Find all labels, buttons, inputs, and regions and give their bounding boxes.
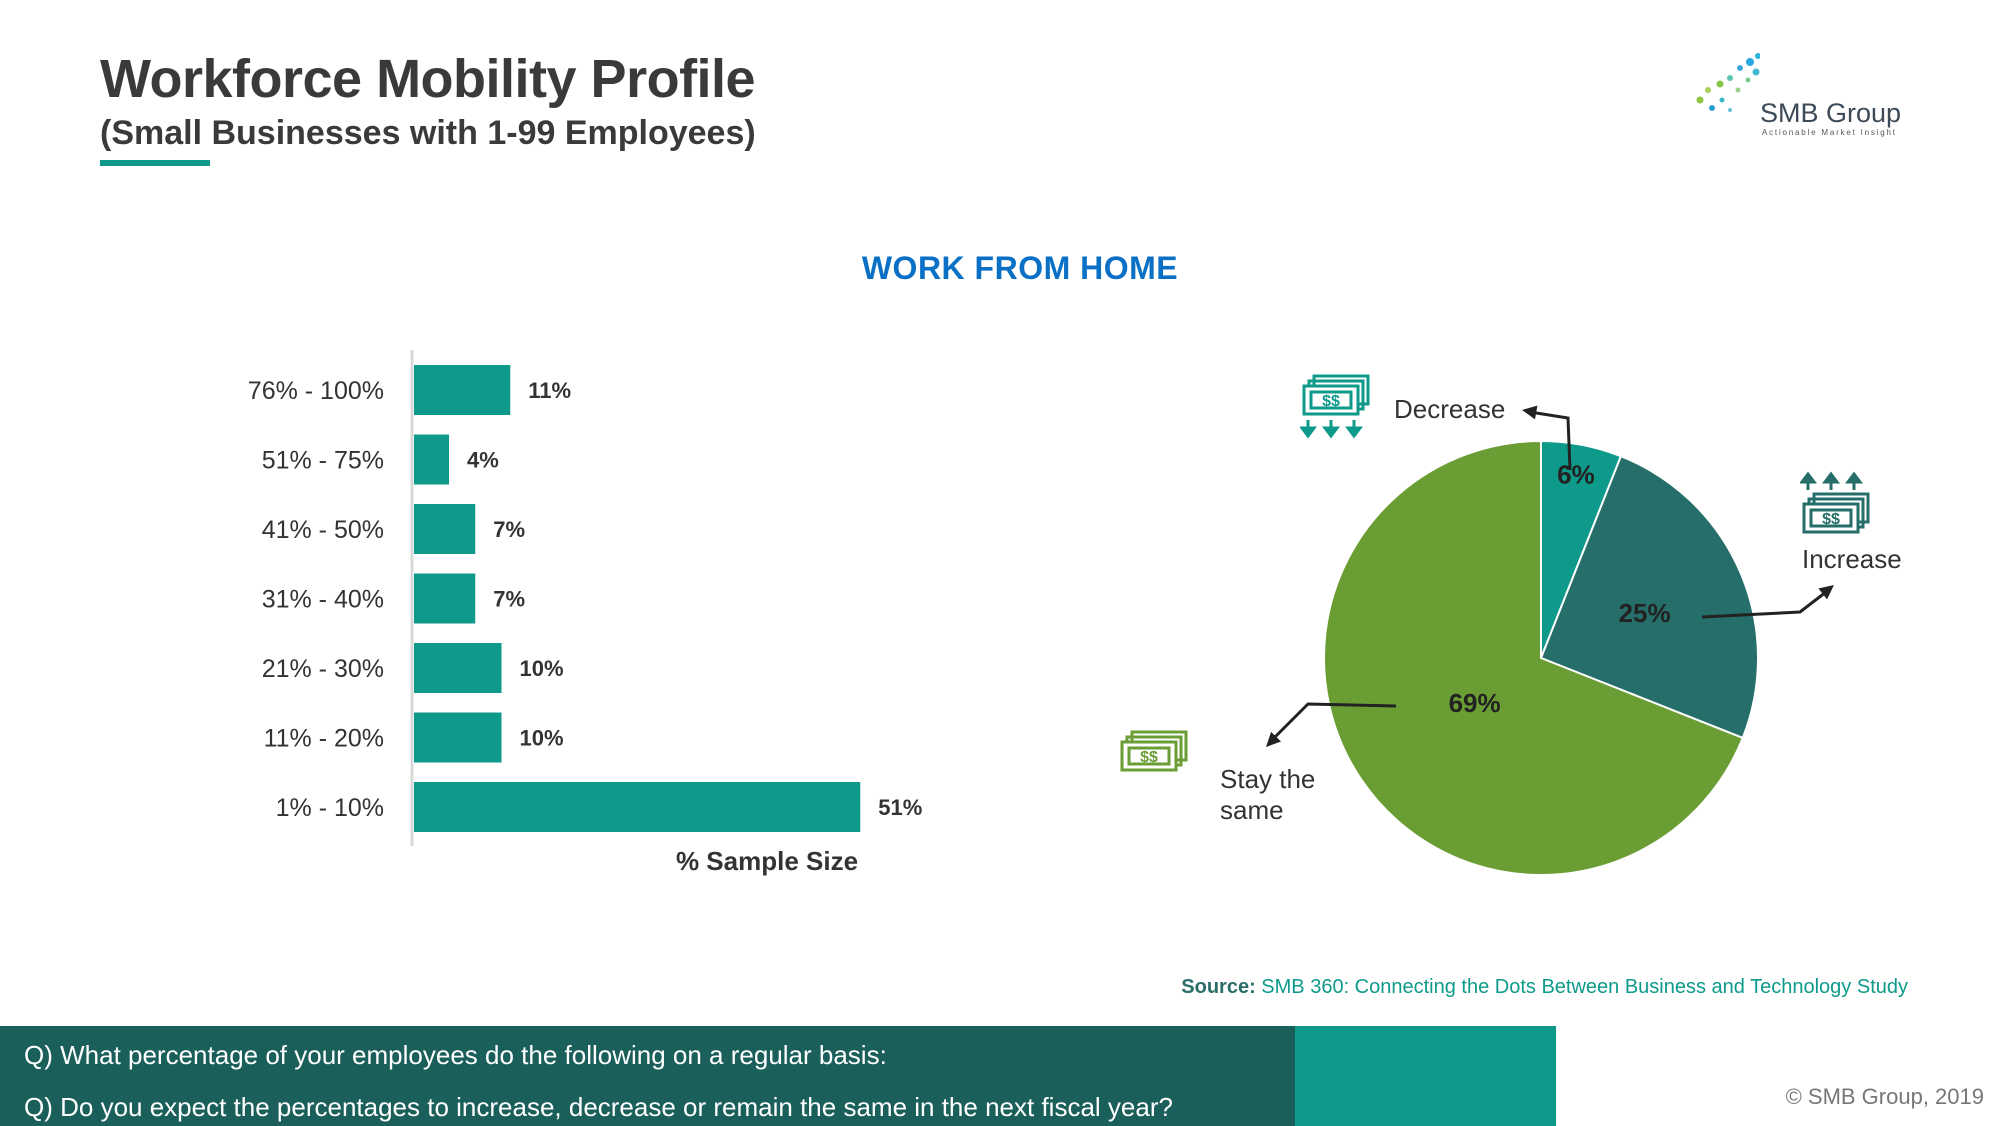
bar-value-label: 7% — [493, 517, 525, 542]
svg-text:$$: $$ — [1322, 393, 1340, 410]
pie-value-label: 6% — [1557, 460, 1595, 490]
bar — [414, 365, 511, 415]
logo-tagline: Actionable Market Insight — [1762, 128, 1897, 137]
pie-annotations: Decrease Increase Stay the same — [1220, 394, 1902, 825]
pie-category-label: Stay the same — [1220, 764, 1315, 825]
bar — [414, 573, 476, 624]
stay-leader-line — [1270, 702, 1397, 742]
bar-value-label: 11% — [528, 378, 571, 403]
pie-value-label: 25% — [1619, 598, 1671, 628]
pie-chart: 6% 25% 69% — [1323, 439, 1759, 876]
bar-category-label: 76% - 100% — [248, 377, 384, 405]
money-down-icon: $$ — [1299, 374, 1370, 445]
bar-category-label: 51% - 75% — [262, 447, 384, 475]
bar-category-label: 11% - 20% — [264, 725, 384, 753]
bar — [414, 504, 476, 554]
chart-heading: WORK FROM HOME — [861, 250, 1179, 286]
page-subtitle: (Small Businesses with 1-99 Employees) — [100, 114, 756, 152]
bar-value-label: 10% — [520, 726, 564, 751]
bar-category-label: 31% - 40% — [262, 586, 384, 614]
bar-value-label: 51% — [878, 795, 922, 820]
bar-value-label: 7% — [493, 587, 525, 612]
copyright: © SMB Group, 2019 — [1785, 1084, 1984, 1109]
bar-value-label: 4% — [467, 448, 499, 473]
question-1: Q) What percentage of your employees do … — [24, 1040, 887, 1070]
bar-category-label: 1% - 10% — [276, 794, 384, 822]
decrease-leader-line — [1529, 410, 1572, 471]
money-stack-icon: $$ — [1118, 730, 1190, 781]
pie-slice — [1323, 439, 1745, 876]
pie-value-label: 69% — [1449, 688, 1501, 718]
decrease-arrow-head — [1522, 405, 1538, 420]
source-note: Source: SMB 360: Connecting the Dots Bet… — [1181, 976, 1908, 999]
pie-category-label: Increase — [1802, 544, 1902, 574]
svg-text:$$: $$ — [1140, 749, 1158, 766]
title-underline — [100, 160, 210, 166]
pie-slice — [1539, 454, 1759, 740]
bar — [414, 782, 861, 832]
bar-category-label: 41% - 50% — [262, 516, 384, 544]
page-title: Workforce Mobility Profile — [100, 49, 756, 109]
pie-category-label: Decrease — [1394, 394, 1505, 424]
increase-arrow-head — [1818, 585, 1834, 600]
source-label: Source: — [1181, 976, 1256, 998]
svg-text:$$: $$ — [1822, 511, 1840, 528]
bar-category-label: 21% - 30% — [262, 655, 384, 683]
logo-name: SMB Group — [1760, 98, 1902, 128]
bar-axis-title: % Sample Size — [676, 846, 858, 876]
question-2: Q) Do you expect the percentages to incr… — [24, 1092, 1173, 1122]
bar-chart: 76% - 100% 11% 51% - 75% 4% 41% - 50% 7% 31% -… — [248, 350, 922, 876]
stay-arrow-head — [1266, 731, 1282, 747]
source-text: SMB 360: Connecting the Dots Between Bus… — [1261, 976, 1908, 998]
increase-leader-line — [1701, 590, 1827, 619]
bar-value-label: 10% — [520, 656, 564, 681]
bar — [414, 643, 502, 693]
logo-dots-icon — [1696, 53, 1760, 112]
bar — [414, 434, 449, 485]
question-bar-accent — [1295, 1026, 1556, 1126]
bar — [414, 712, 502, 763]
smb-group-logo: SMB Group Actionable Market Insight — [1690, 48, 1920, 138]
money-up-icon: $$ — [1799, 470, 1870, 541]
